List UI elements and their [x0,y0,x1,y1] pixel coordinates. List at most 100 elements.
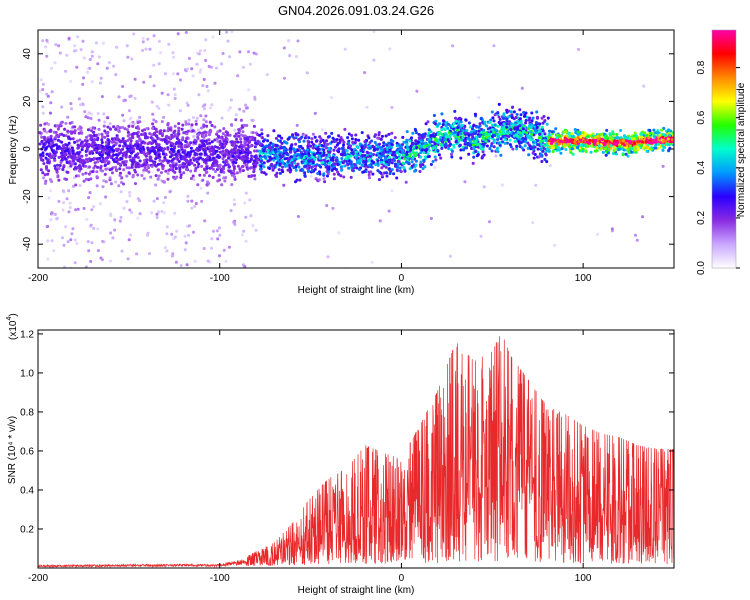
spectrogram-cell [90,241,94,245]
spectrogram-cell [239,118,243,122]
spectrogram-cell [121,125,125,129]
spectrogram-cell [171,158,175,162]
spectrogram-cell [288,147,292,151]
spectrogram-cell [550,130,554,134]
spectrogram-cell [84,171,88,175]
spectrogram-cell [148,47,152,51]
spectrogram-cell [546,116,550,120]
spectrogram-cell [45,38,49,42]
spectrogram-cell [142,148,146,151]
spectrogram-cell [652,128,656,132]
spectrogram-cell [159,171,163,175]
spectrogram-cell [551,150,555,154]
spectrogram-cell [231,163,235,167]
spectrogram-cell [91,170,95,174]
spectrogram-cell [246,167,250,171]
spectrogram-cell [200,133,204,137]
spectrogram-cell [489,118,493,122]
spectrogram-cell [493,113,497,117]
spectrogram-cell [142,168,146,172]
spectrogram-cell [420,134,424,138]
spectrogram-cell [512,134,516,138]
spectrogram-cell [508,143,512,147]
spectrogram-cell [664,139,668,143]
spectrogram-cell [516,130,520,134]
spectrogram-cell [403,169,407,173]
spectrogram-cell [283,164,287,168]
spectrogram-cell [173,97,177,100]
spectrogram-cell [189,146,193,150]
spectrogram-cell [493,123,497,127]
spectrogram-cell [242,109,246,113]
spectrogram-cell [402,166,406,170]
spectrogram-cell [221,132,225,136]
spectrogram-cell [520,86,524,90]
spectrogram-cell [429,217,433,220]
spectrogram-cell [236,74,240,78]
spectrogram-cell [492,145,496,149]
spectrogram-cell [387,156,391,159]
spectrogram-cell [287,137,291,140]
spectrogram-cell [63,265,67,268]
spectrogram-cell [90,208,94,212]
spectrogram-cell [160,146,164,150]
spectrogram-cell [201,157,205,161]
spectrogram-cell [324,165,328,169]
spectrogram-cell [203,150,207,154]
spectrogram-cell [106,134,110,138]
spectrogram-cell [224,259,228,263]
spectrogram-cell [431,160,435,163]
spectrogram-cell [72,176,76,180]
spectrogram-cell [98,202,102,206]
spectrogram-cell [427,145,431,149]
spectrogram-cell [77,144,81,148]
spectrogram-cell [233,145,237,149]
spectrogram-cell [363,140,367,144]
spectrogram-cell [368,146,372,150]
spectrogram-cell [96,160,99,164]
spectrogram-cell [210,246,213,250]
spectrogram-cell [213,125,217,129]
spectrogram-cell [449,142,453,146]
spectrogram-cell [439,156,443,160]
spectrogram-cell [524,119,528,122]
spectrogram-cell [180,145,183,149]
spectrogram-cell [189,177,193,180]
spectrogram-cell [208,174,211,178]
spectrogram-cell [197,52,201,56]
spectrogram-cell [75,174,78,178]
spectrogram-cell [446,138,450,142]
spectrogram-cell [100,141,104,144]
spectrogram-cell [107,150,111,154]
spectrogram-cell [313,111,317,115]
spectrogram-cell [372,153,375,156]
spectrogram-cell [50,239,54,243]
spectrogram-cell [47,141,51,145]
spectrogram-cell [612,132,615,136]
spectrogram-cell [433,122,437,126]
spectrogram-cell [132,32,136,36]
spectrogram-cell [121,85,125,88]
spectrogram-cell [114,165,118,169]
spectrogram-cell [46,160,50,164]
spectrogram-cell [553,243,557,247]
spectrogram-cell [422,159,426,162]
spectrogram-cell [104,167,108,171]
spectrogram-cell [639,132,643,136]
spectrogram-cell [395,156,399,159]
spectrogram-cell [420,145,424,149]
spectrogram-cell [193,151,197,155]
spectrogram-cell [134,143,137,147]
spectrogram-cell [107,61,111,65]
spectrogram-cell [195,116,199,120]
spectrogram-cell [387,163,391,167]
spectrogram-cell [307,136,311,140]
spectrogram-cell [310,137,314,141]
spectrogram-cell [262,165,266,169]
spectrogram-cell [241,125,245,129]
spectrogram-cell [581,147,585,151]
spectrogram-cell [377,178,381,182]
spectrogram-cell [358,161,362,165]
spectrogram-cell [285,141,289,145]
spectrogram-cell [210,166,214,169]
